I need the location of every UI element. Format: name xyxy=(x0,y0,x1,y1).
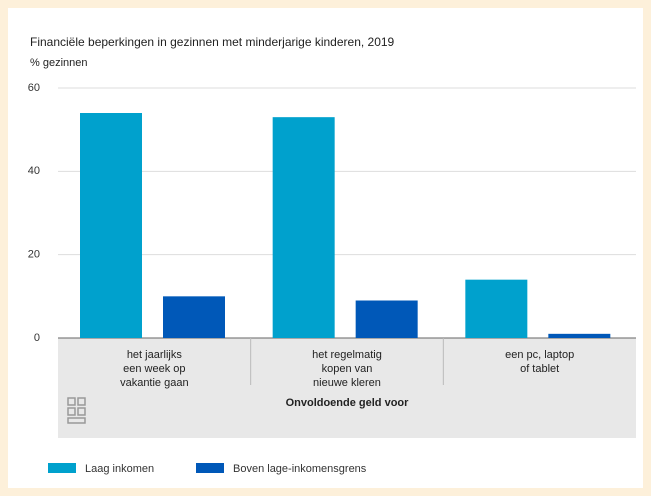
y-tick-label: 0 xyxy=(34,332,40,344)
x-tick-label: het regelmatig kopen van nieuwe kleren xyxy=(312,349,382,389)
bar xyxy=(272,117,335,339)
x-tick-label: het jaarlijks een week op vakantie gaan xyxy=(120,349,189,389)
legend-label: Boven lage-inkomensgrens xyxy=(233,463,367,475)
x-axis-title: Onvoldoende geld voor xyxy=(285,397,409,409)
bar xyxy=(548,333,611,338)
logo xyxy=(67,397,86,424)
bar xyxy=(80,113,142,338)
y-axis-title: % gezinnen xyxy=(30,57,88,69)
y-tick-label: 60 xyxy=(28,82,40,94)
y-tick-label: 40 xyxy=(28,165,40,177)
legend-swatch xyxy=(196,463,224,473)
bar xyxy=(465,279,528,338)
bar xyxy=(355,300,418,338)
legend-swatch xyxy=(48,463,76,473)
legend-label: Laag inkomen xyxy=(85,463,154,475)
bar xyxy=(163,296,225,338)
y-tick-label: 20 xyxy=(28,249,40,261)
chart-title: Financiële beperkingen in gezinnen met m… xyxy=(30,35,395,49)
x-tick-label: een pc, laptop of tablet xyxy=(505,349,575,375)
axis-box xyxy=(58,338,636,438)
